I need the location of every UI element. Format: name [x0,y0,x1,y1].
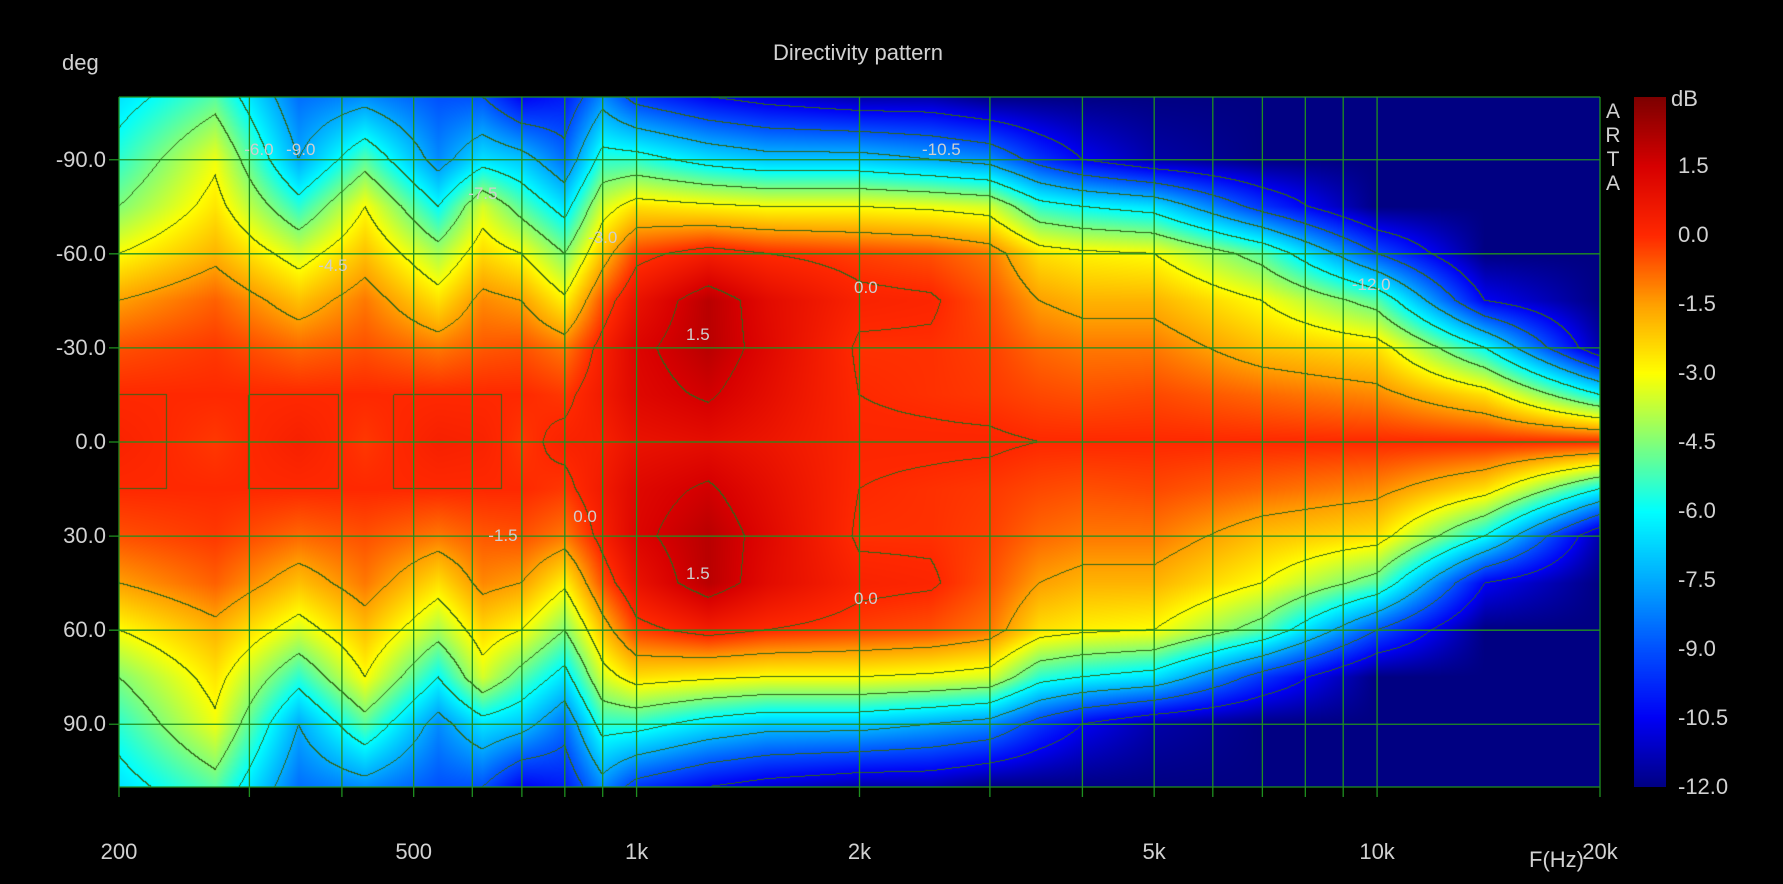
y-tick-label: -60.0 [55,240,106,266]
watermark-letter: A [1605,100,1620,123]
y-tick-label: 60.0 [63,617,106,643]
colorbar-tick-label: -10.5 [1678,705,1729,730]
contour-label: -10.5 [922,140,961,160]
x-tick-label: 10k [1359,839,1395,864]
chart-title: Directivity pattern [773,40,943,65]
contour-label: -12.0 [1351,275,1391,295]
colorbar-tick-label: -9.0 [1678,636,1716,661]
colorbar-tick-label: 0.0 [1678,222,1709,247]
colorbar-tick-label: -7.5 [1678,567,1716,592]
contour-label: 0.0 [854,278,878,298]
colorbar [1634,97,1666,787]
x-tick-label: 2k [847,839,872,864]
contour-label: -6.0 [244,140,274,160]
watermark-letter: A [1605,172,1620,195]
contour-label: 0.0 [854,588,878,608]
contour-label: -3.0 [588,228,618,248]
contour-label: -1.5 [488,526,518,546]
y-tick-label: -30.0 [55,334,106,360]
colorbar-tick-label: -4.5 [1678,429,1716,454]
y-axis-label: deg [62,50,99,75]
colorbar-tick-label: -3.0 [1678,360,1716,385]
colorbar-tick-label: -1.5 [1678,291,1716,316]
colorbar-tick-label: -12.0 [1678,774,1729,799]
contour-label: -4.5 [318,256,348,276]
y-tick-label: -90.0 [55,146,106,172]
x-tick-label: 500 [395,839,433,864]
watermark-letter: R [1605,124,1621,147]
x-tick-label: 1k [624,839,649,864]
colorbar-tick-label: 1.5 [1678,153,1709,178]
y-tick-label: 90.0 [63,711,106,737]
contour-label: 0.0 [573,507,597,527]
y-tick-label: 0.0 [75,429,106,454]
x-tick-label: 20k [1582,839,1618,864]
colorbar-tick-label: -6.0 [1678,498,1716,523]
contour-label: 1.5 [686,325,710,345]
contour-label: -7.5 [468,184,498,204]
colorbar-label: dB [1671,86,1698,111]
x-tick-label: 5k [1142,839,1166,864]
y-tick-label: 30.0 [63,523,106,549]
contour-label: -9.0 [286,140,316,160]
contour-label: 1.5 [686,563,710,583]
x-axis-label: F(Hz) [1529,847,1584,872]
x-tick-label: 200 [100,839,138,864]
watermark-letter: T [1606,148,1620,171]
